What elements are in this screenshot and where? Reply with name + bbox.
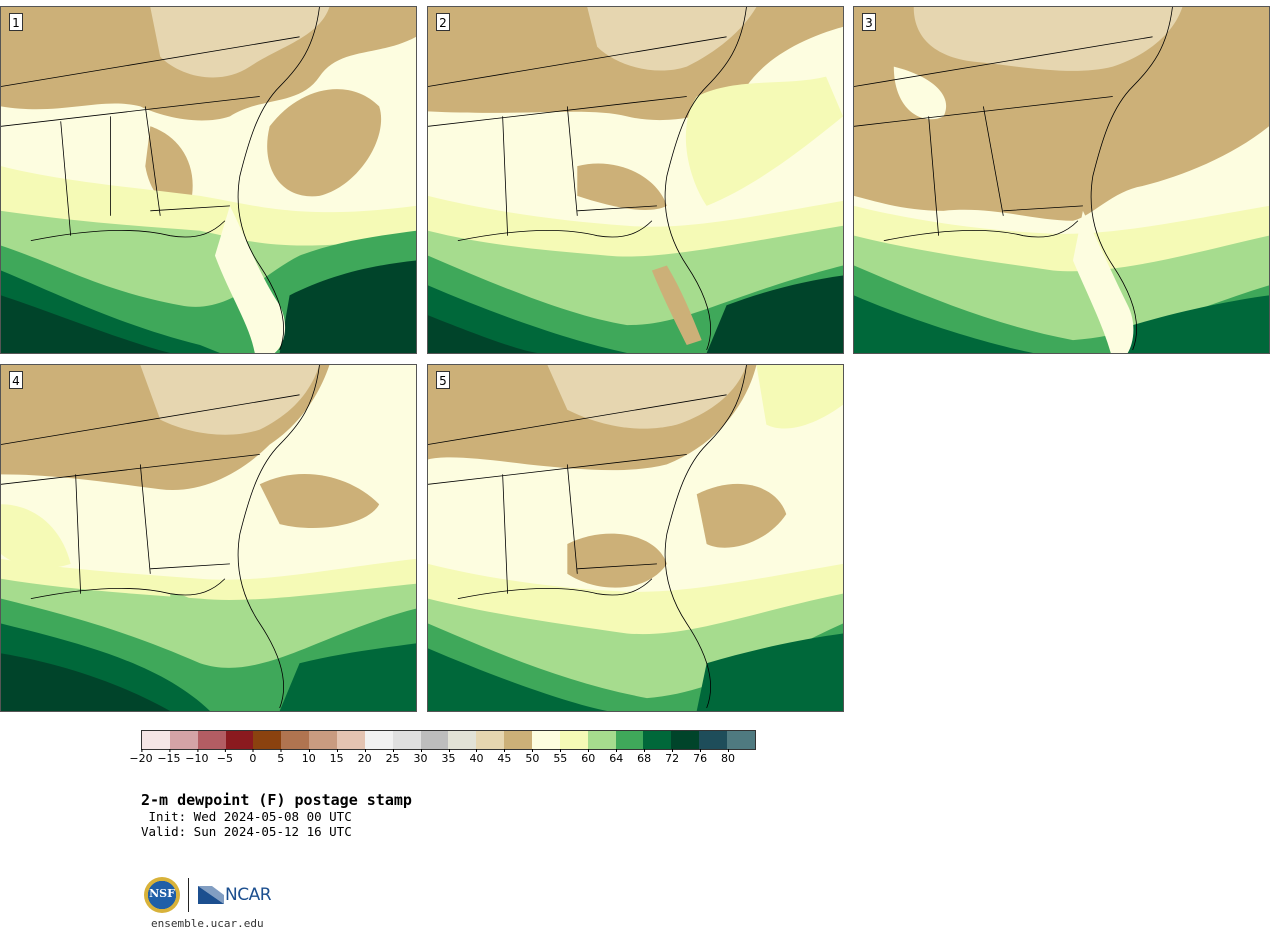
valid-time: Valid: Sun 2024-05-12 16 UTC [141,824,352,839]
colorbar-tick-label: 76 [693,749,708,765]
colorbar-swatch [142,731,170,749]
nsf-logo: NSF [144,877,180,913]
ncar-icon [198,886,224,904]
colorbar-tick-label: 60 [581,749,596,765]
colorbar-swatch [337,731,365,749]
panel-number-label: 3 [862,13,876,31]
dewpoint-map-5 [428,365,843,711]
site-url: ensemble.ucar.edu [151,917,264,930]
init-time: Init: Wed 2024-05-08 00 UTC [141,809,352,824]
colorbar-swatch [253,731,282,749]
dewpoint-map-1 [1,7,416,353]
colorbar-tick-label: 80 [721,749,736,765]
colorbar-swatch [281,731,310,749]
colorbar-tick-label: 30 [413,749,428,765]
colorbar-tick-label: 40 [469,749,484,765]
colorbar-tick-label: 10 [301,749,316,765]
forecast-panel-1: 1 [0,6,417,354]
dewpoint-map-3 [854,7,1269,353]
colorbar-tick-label: 55 [553,749,568,765]
colorbar-swatch [532,731,560,749]
colorbar-swatch [169,731,198,749]
colorbar-tick-label: 64 [609,749,624,765]
colorbar-swatch [699,731,728,749]
colorbar-tick-label: −10 [185,749,209,765]
colorbar-tick-label: 0 [249,749,257,765]
logos: NSF NCAR [144,877,272,913]
colorbar-tick-label: −20 [129,749,153,765]
panel-number-label: 4 [9,371,23,389]
colorbar-swatch [364,731,393,749]
colorbar-swatch [643,731,672,749]
colorbar-swatch [197,731,226,749]
colorbar-swatch [504,731,533,749]
ncar-logo-text: NCAR [225,885,272,905]
panel-number-label: 5 [436,371,450,389]
panel-number-label: 1 [9,13,23,31]
colorbar-tick-label: 50 [525,749,540,765]
colorbar-swatch [587,731,616,749]
colorbar-ticks: −20 −15 −10 −5 0 5 10 15 20 25 30 35 40 45 50 55 60 64 68 7… [129,749,756,772]
colorbar-swatch [559,731,588,749]
dewpoint-colorbar [141,730,756,750]
colorbar-tick-label: 5 [277,749,285,765]
colorbar-tick-label: −5 [216,749,233,765]
colorbar-swatch [309,731,338,749]
colorbar-tick-label: 35 [441,749,456,765]
forecast-panel-5: 5 [427,364,844,712]
forecast-panel-2: 2 [427,6,844,354]
colorbar-swatch [448,731,477,749]
plot-title: 2-m dewpoint (F) postage stamp [141,791,412,809]
colorbar-swatch [476,731,505,749]
colorbar-swatch [615,731,644,749]
colorbar-tick-label: 15 [329,749,344,765]
colorbar-swatch [671,731,700,749]
logo-divider [188,878,189,912]
colorbar-tick-label: −15 [157,749,181,765]
colorbar-tick-label: 25 [385,749,400,765]
colorbar-swatch [727,731,755,749]
forecast-panel-4: 4 [0,364,417,712]
colorbar-tick-label: 72 [665,749,680,765]
forecast-panel-3: 3 [853,6,1270,354]
colorbar-tick-label: 45 [497,749,512,765]
colorbar-swatch [225,731,254,749]
panel-number-label: 2 [436,13,450,31]
colorbar-swatch [392,731,421,749]
dewpoint-map-4 [1,365,416,711]
colorbar-tick-label: 20 [357,749,372,765]
colorbar-swatch [420,731,449,749]
colorbar-tick-label: 68 [637,749,652,765]
dewpoint-map-2 [428,7,843,353]
